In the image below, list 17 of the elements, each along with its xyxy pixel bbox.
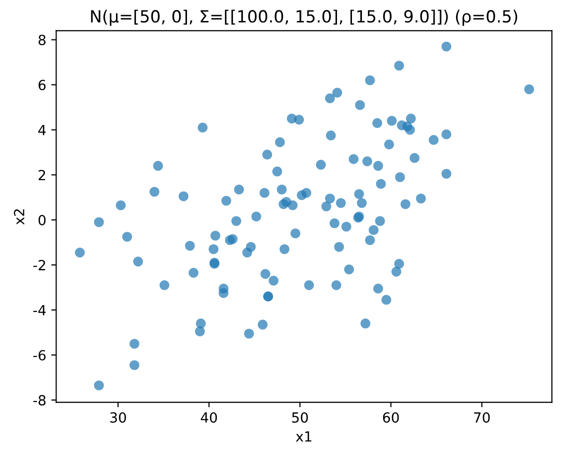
y-tick-label: 0 [38,214,46,226]
x-tick-label: 70 [474,412,490,423]
y-tick-label: -4 [33,305,46,316]
x-tick-label: 60 [383,412,399,423]
y-tick-label: 4 [38,124,46,136]
chart-title: N(μ=[50, 0], Σ=[[100.0, 15.0], [15.0, 9.0]]) (ρ=0.5) [91,10,518,26]
x-tick-label: 50 [292,412,308,423]
y-tick-label: -6 [33,350,46,360]
y-tick-label: -8 [33,394,46,406]
x-tick-label: 40 [200,412,217,423]
x-axis-title: x1 [296,431,312,442]
y-tick-label: 2 [38,170,46,180]
x-tick-label: 30 [110,412,126,423]
y-tick-label: -2 [33,260,46,270]
y-tick-label: 8 [38,34,46,46]
y-tick-label: 6 [38,80,46,90]
y-axis-title: x2 [14,209,24,225]
